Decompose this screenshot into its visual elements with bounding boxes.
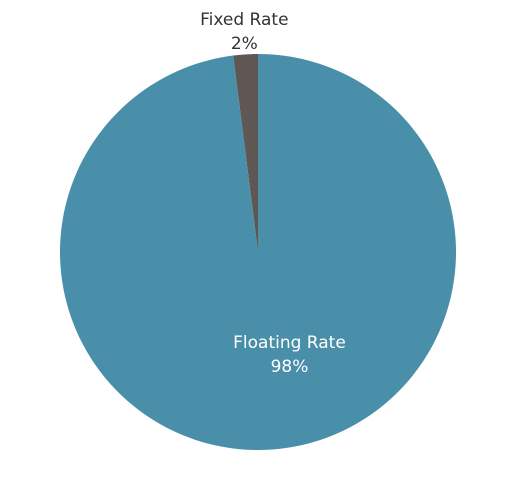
slice-value-label: 98% — [271, 357, 309, 377]
slice-label: Fixed Rate — [200, 10, 288, 30]
slice-value-label: 2% — [231, 34, 258, 54]
slice-label: Floating Rate — [233, 333, 346, 353]
pie-slice — [59, 54, 457, 450]
pie-slice — [233, 54, 258, 252]
